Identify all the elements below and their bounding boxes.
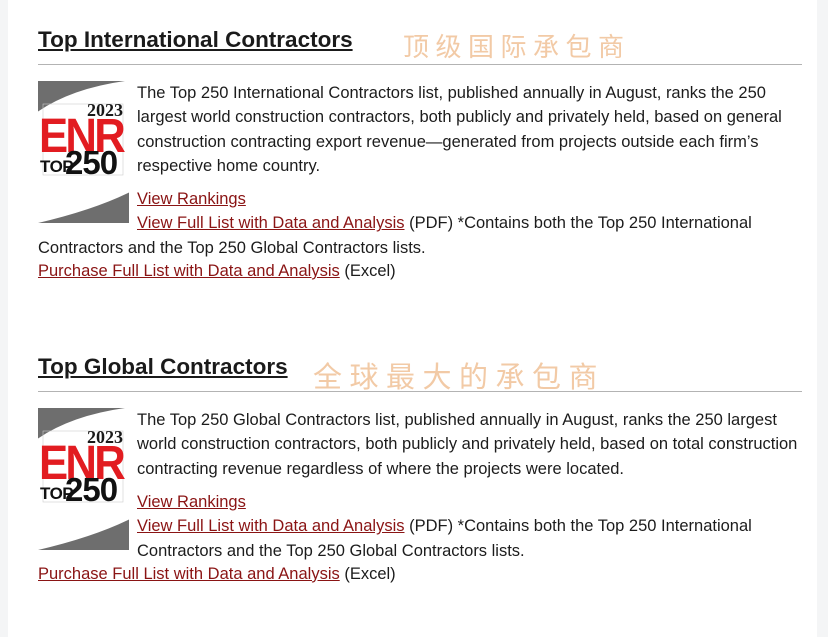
svg-text:250: 250	[65, 144, 117, 181]
svg-text:250: 250	[65, 471, 117, 508]
